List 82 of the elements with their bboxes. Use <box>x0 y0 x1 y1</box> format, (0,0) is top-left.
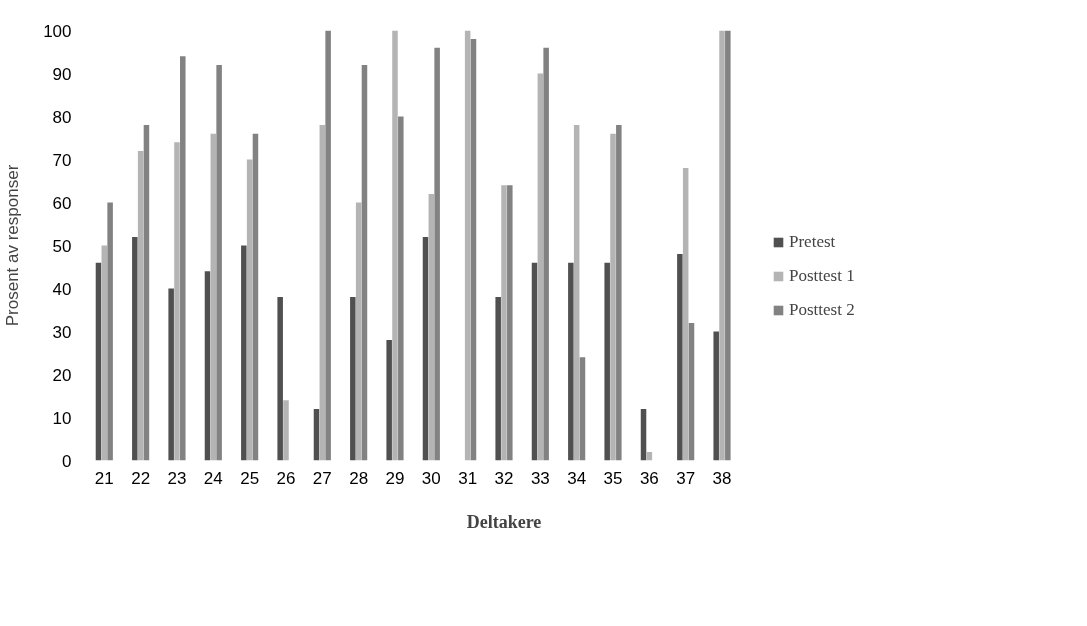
bar <box>132 236 138 461</box>
bar <box>355 202 362 461</box>
bar <box>543 47 549 461</box>
x-tick-label: 38 <box>712 468 732 488</box>
x-tick-label: 35 <box>603 468 623 488</box>
x-tick-label: 25 <box>240 468 260 488</box>
bar <box>246 159 253 461</box>
bar <box>579 357 586 461</box>
bar <box>95 262 102 461</box>
x-tick-label: 28 <box>349 468 369 488</box>
x-tick-label: 24 <box>203 468 223 488</box>
x-tick-label: 32 <box>494 468 514 488</box>
x-tick-label: 31 <box>458 468 478 488</box>
y-tick-label: 100 <box>43 21 72 41</box>
bar <box>616 125 622 461</box>
y-tick-label: 0 <box>62 451 72 471</box>
y-tick-label: 60 <box>52 193 72 213</box>
bar <box>434 47 440 461</box>
x-tick-label: 23 <box>167 468 187 488</box>
bar <box>719 30 725 461</box>
bar <box>216 64 222 461</box>
y-tick-label: 20 <box>52 365 72 385</box>
y-tick-label: 10 <box>52 408 72 428</box>
x-tick-label: 30 <box>421 468 441 488</box>
bar <box>604 262 610 461</box>
bar <box>531 262 538 461</box>
bar <box>174 142 180 461</box>
bar <box>392 30 398 461</box>
bar <box>464 30 471 461</box>
x-tick-label: 33 <box>530 468 550 488</box>
legend-label: Posttest 2 <box>789 300 855 320</box>
bar <box>713 331 719 461</box>
x-tick-label: 22 <box>131 468 151 488</box>
y-tick-label: 70 <box>52 150 72 170</box>
bar <box>283 400 289 461</box>
x-tick-label: 34 <box>567 468 587 488</box>
bar <box>241 245 247 461</box>
bar <box>210 133 217 461</box>
bar <box>252 133 259 461</box>
x-tick-label: 21 <box>94 468 114 488</box>
x-tick-label: 36 <box>639 468 659 488</box>
bar <box>325 30 331 461</box>
bar <box>725 30 731 461</box>
y-tick-label: 50 <box>52 236 72 256</box>
bar <box>361 64 368 461</box>
bar <box>180 56 186 461</box>
bar <box>422 236 429 461</box>
bar <box>677 254 683 461</box>
y-tick-label: 80 <box>52 107 72 127</box>
x-tick-label: 37 <box>676 468 696 488</box>
bar <box>682 168 689 461</box>
x-tick-label: 29 <box>385 468 405 488</box>
bar <box>350 297 356 461</box>
legend-label: Pretest <box>789 232 836 252</box>
bar <box>507 185 513 461</box>
bar <box>168 288 174 461</box>
bar <box>501 185 507 461</box>
bar <box>319 125 326 461</box>
bar <box>573 125 580 461</box>
legend-label: Posttest 1 <box>789 266 855 286</box>
y-axis-title: Prosent av responser <box>3 164 23 327</box>
bar <box>568 262 574 461</box>
bar <box>204 271 211 461</box>
bar <box>101 245 108 461</box>
x-tick-label: 27 <box>312 468 332 488</box>
bar <box>610 133 616 461</box>
x-axis-title: Deltakere <box>466 511 542 532</box>
bar <box>688 322 695 461</box>
bar <box>470 39 477 461</box>
bar <box>143 125 150 461</box>
bar <box>137 150 144 461</box>
bar <box>277 297 283 461</box>
bar <box>495 297 501 461</box>
x-tick-label: 26 <box>276 468 296 488</box>
bar <box>428 193 435 461</box>
bar <box>398 116 404 461</box>
y-tick-label: 90 <box>52 64 72 84</box>
y-tick-label: 40 <box>52 279 72 299</box>
bar <box>537 73 544 461</box>
bar <box>386 340 392 461</box>
y-tick-label: 30 <box>52 322 72 342</box>
bar <box>107 202 113 461</box>
